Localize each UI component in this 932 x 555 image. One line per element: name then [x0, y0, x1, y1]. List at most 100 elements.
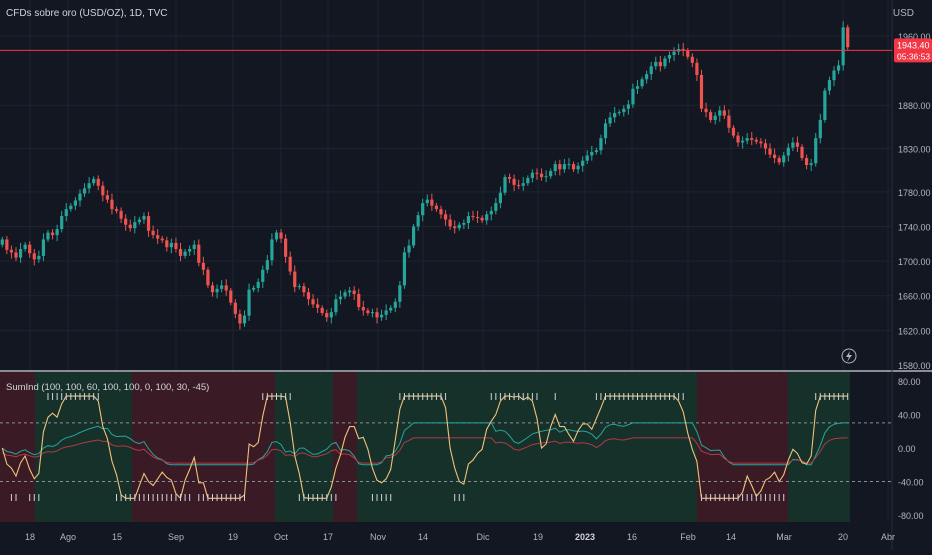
candle-body [64, 209, 68, 217]
candle-body [613, 113, 617, 118]
candle-body [343, 292, 347, 297]
time-tick-label: 20 [838, 532, 848, 542]
candles [0, 21, 850, 330]
candle-body [352, 290, 356, 294]
candle-body [448, 219, 452, 227]
candle-body [672, 51, 676, 56]
candle-body [754, 139, 758, 142]
candle-body [142, 216, 146, 220]
candle-body [334, 299, 338, 313]
indicator-tick-label: 40.00 [898, 411, 921, 421]
candle-body [804, 158, 809, 165]
indicator-tick-label: -80.00 [898, 511, 924, 521]
candle-body [261, 269, 265, 282]
chart-title: CFDs sobre oro (USD/OZ), 1D, TVC [6, 8, 168, 19]
candle-body [151, 230, 155, 236]
price-tick-label: 1830.00 [898, 145, 931, 155]
candle-body [82, 188, 87, 194]
candle-body [517, 184, 521, 186]
candle-body [768, 148, 772, 155]
candle-body [37, 255, 41, 260]
candle-body [599, 138, 603, 151]
candle-body [32, 253, 36, 260]
candle-body [453, 226, 457, 229]
time-tick-label: 16 [627, 532, 637, 542]
candle-body [252, 287, 256, 290]
price-tick-label: 1960.00 [898, 32, 931, 42]
indicator-baseline [2, 437, 848, 464]
candle-body [416, 215, 420, 227]
candle-body [466, 216, 471, 223]
candle-body [293, 271, 297, 288]
candle-body [46, 232, 50, 240]
candle-body [443, 214, 448, 220]
candle-body [818, 119, 822, 139]
candle-body [370, 312, 375, 314]
candle-body [357, 294, 361, 307]
indicator-tick-label: 0.00 [898, 444, 916, 454]
candle-body [617, 112, 621, 114]
time-tick-label: Dic [477, 532, 490, 542]
candle-body [105, 195, 109, 200]
candle-body [384, 310, 388, 315]
candle-body [571, 164, 576, 170]
candle-body [256, 281, 260, 288]
candle-body [146, 216, 151, 231]
candle-body [265, 260, 269, 270]
candle-body [407, 245, 411, 253]
candle-body [772, 154, 777, 159]
candle-body [206, 269, 210, 286]
candle-body [366, 310, 370, 314]
candle-body [274, 232, 279, 240]
candle-body [183, 251, 187, 256]
candle-body [558, 164, 562, 170]
candle-body [114, 209, 119, 211]
currency-label: USD [892, 8, 914, 19]
candle-body [169, 242, 173, 248]
candle-body [375, 312, 379, 318]
candle-body [763, 143, 768, 149]
indicator-zone [788, 372, 850, 522]
candle-body [503, 177, 507, 193]
candle-body [0, 239, 4, 245]
candle-body [393, 301, 397, 308]
candle-body [635, 86, 640, 89]
candle-body [667, 55, 672, 59]
candle-body [681, 48, 685, 51]
candle-body [197, 244, 201, 263]
candle-body [590, 152, 594, 156]
candle-body [361, 306, 365, 311]
candle-body [489, 210, 493, 215]
time-tick-label: Oct [274, 532, 289, 542]
candle-body [626, 104, 630, 109]
candle-body [9, 249, 14, 253]
candle-body [73, 200, 78, 206]
candle-body [649, 66, 653, 75]
candle-body [462, 223, 466, 225]
candle-body [727, 115, 731, 128]
candle-body [800, 146, 804, 159]
price-tick-label: 1580.00 [898, 361, 931, 371]
candle-body [233, 302, 237, 314]
time-tick-label: Mar [776, 532, 792, 542]
candle-body [329, 312, 333, 318]
candle-body [608, 117, 612, 124]
time-tick-label: Abr [881, 532, 895, 542]
candle-body [631, 88, 635, 105]
candle-body [475, 216, 480, 218]
time-tick-label: Ago [60, 532, 76, 542]
candle-body [201, 262, 205, 270]
candle-body [827, 80, 832, 91]
candle-body [178, 248, 183, 256]
candle-body [5, 239, 9, 250]
candle-body [421, 203, 425, 216]
price-tick-label: 1780.00 [898, 188, 931, 198]
candle-body [699, 74, 704, 109]
indicator-markers [10, 393, 849, 501]
candle-body [242, 315, 247, 324]
candle-body [736, 135, 740, 143]
candle-body [722, 110, 726, 116]
candle-body [823, 90, 827, 120]
